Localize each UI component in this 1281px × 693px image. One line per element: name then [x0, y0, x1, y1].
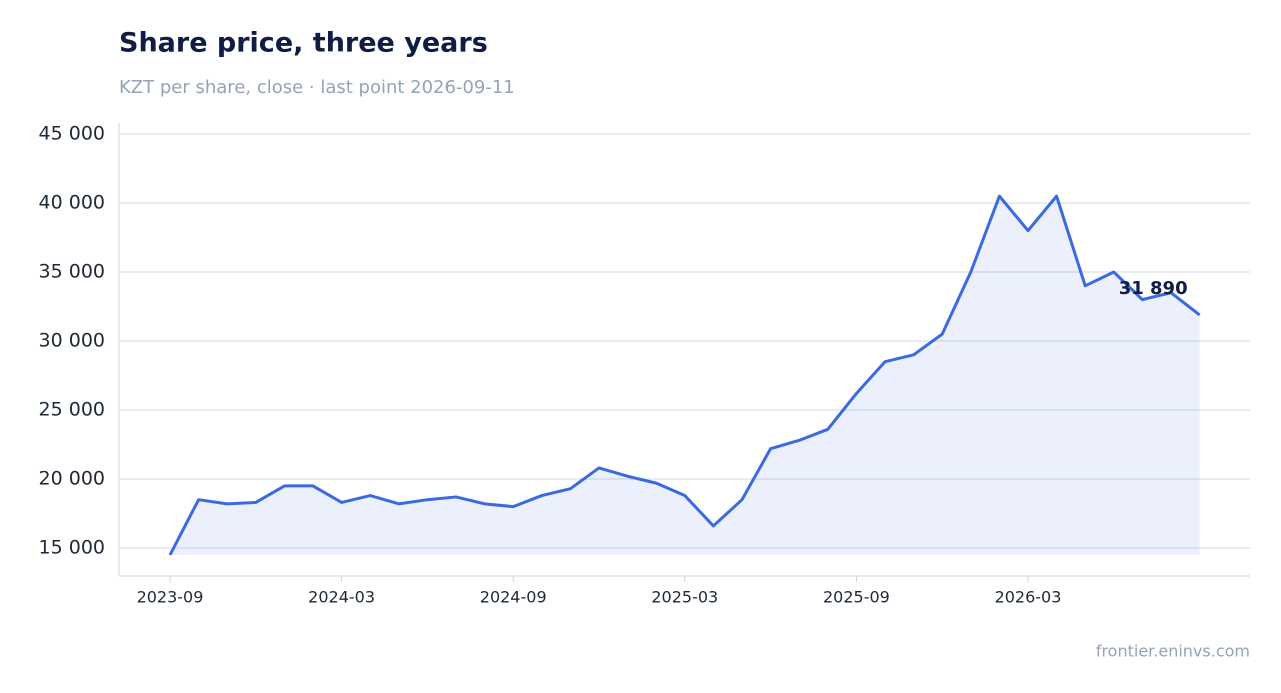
- y-tick-label: 45 000: [39, 123, 105, 145]
- x-tick-label: 2024-03: [308, 588, 375, 607]
- y-tick-label: 35 000: [39, 261, 105, 283]
- y-tick-label: 15 000: [39, 536, 105, 558]
- x-tick-label: 2025-03: [651, 588, 718, 607]
- y-tick-label: 30 000: [39, 330, 105, 352]
- line: [168, 194, 1201, 556]
- area: [170, 196, 1200, 555]
- x-tick-label: 2024-09: [480, 588, 547, 607]
- y-tick-label: 40 000: [39, 192, 105, 214]
- x-tick-label: 2023-09: [137, 588, 204, 607]
- x-tick-label: 2026-03: [995, 588, 1062, 607]
- x-tick-label: 2025-09: [823, 588, 890, 607]
- source: frontier.eninvs.com: [1096, 642, 1250, 661]
- chart-subtitle: KZT per share, close · last point 2026-0…: [119, 77, 515, 98]
- chart-title: Share price, three years: [119, 28, 488, 59]
- y-tick-label: 20 000: [39, 467, 105, 489]
- y-tick-label: 25 000: [39, 399, 105, 421]
- value-label: 31 890: [1119, 278, 1188, 299]
